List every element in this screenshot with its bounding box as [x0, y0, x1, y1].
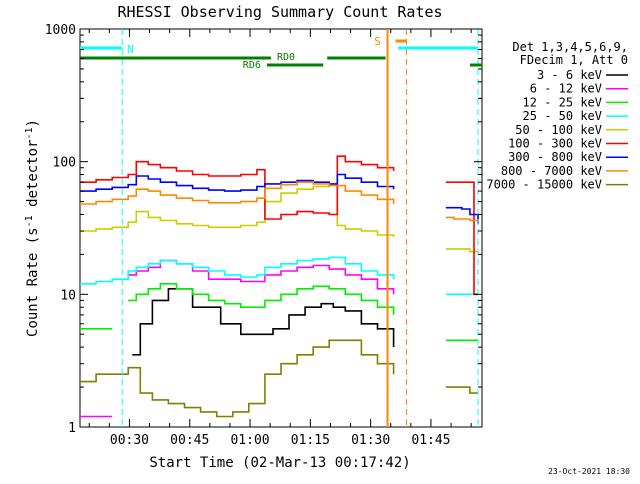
legend-label: 6 - 12 keV: [530, 82, 602, 96]
y-tick-label: 1000: [45, 23, 76, 38]
legend-header-2: FDecim 1, Att 0: [520, 53, 628, 67]
x-tick-label: 01:15: [291, 433, 330, 448]
marker-layer: N S RD0 RD6: [80, 29, 482, 427]
axis-layer: 00:30 00:45 01:00 01:15 01:30 01:45 1 10 100 1000: [45, 23, 482, 448]
legend-label: 12 - 25 keV: [523, 95, 602, 109]
series-layer: [80, 155, 479, 418]
legend-label: 25 - 50 keV: [523, 109, 602, 123]
legend-label: 7000 - 15000 keV: [486, 178, 602, 192]
legend-label: 300 - 800 keV: [508, 150, 602, 164]
legend-label: 50 - 100 keV: [515, 123, 602, 137]
x-tick-label: 01:45: [411, 433, 450, 448]
y-axis-label-close: ): [25, 119, 41, 127]
series-line: [80, 283, 478, 342]
series-line: [80, 181, 478, 222]
plot-frame: [79, 28, 483, 428]
series-line: [80, 259, 395, 418]
y-axis-label-main: Count Rate (s: [25, 227, 41, 337]
y-axis-label-sup2: -1: [24, 127, 35, 139]
y-tick-label: 10: [60, 288, 76, 303]
rd0-label: RD0: [277, 52, 295, 63]
night-label: N: [127, 43, 134, 56]
saa-label: S: [374, 35, 381, 48]
x-tick-label: 00:45: [170, 433, 209, 448]
x-tick-label: 01:00: [230, 433, 269, 448]
legend: Det 1,3,4,5,6,9, FDecim 1, Att 0 3 - 6 k…: [486, 40, 628, 192]
legend-label: 800 - 7000 keV: [501, 164, 602, 178]
series-line: [80, 173, 479, 224]
timestamp: 23-Oct-2021 18:30: [548, 467, 630, 476]
y-tick-label: 100: [53, 156, 76, 171]
series-line: [80, 256, 478, 296]
x-tick-label: 00:30: [110, 433, 149, 448]
y-tick-label: 1: [68, 421, 76, 436]
series-line: [80, 339, 478, 418]
y-axis-label-tail: detector: [25, 140, 41, 216]
series-line: [80, 155, 478, 296]
rd6-label: RD6: [243, 60, 261, 71]
chart-title: RHESSI Observing Summary Count Rates: [117, 3, 442, 21]
y-axis-label: Count Rate (s-1 detector-1): [24, 119, 41, 337]
legend-label: 100 - 300 keV: [508, 137, 602, 151]
y-axis-label-sup1: -1: [24, 215, 35, 227]
series-line: [132, 288, 395, 356]
x-tick-label: 01:30: [351, 433, 390, 448]
legend-label: 3 - 6 keV: [537, 68, 602, 82]
x-axis-label: Start Time (02-Mar-13 00:17:42): [149, 455, 410, 471]
series-line: [80, 183, 478, 253]
legend-header-1: Det 1,3,4,5,6,9,: [512, 40, 628, 54]
